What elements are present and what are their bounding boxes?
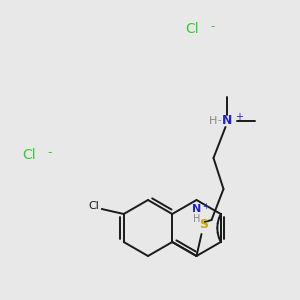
Text: -: - [218, 115, 221, 125]
Text: Cl: Cl [22, 148, 36, 162]
Text: H: H [209, 116, 218, 126]
Text: +: + [202, 202, 209, 211]
Text: Cl: Cl [88, 201, 99, 211]
Text: -: - [207, 20, 215, 33]
Text: H: H [193, 214, 200, 224]
Text: N: N [222, 115, 233, 128]
Text: N: N [192, 204, 201, 214]
Text: Cl: Cl [185, 22, 199, 36]
Text: +: + [236, 112, 244, 122]
Text: -: - [44, 146, 52, 159]
Text: S: S [199, 218, 208, 232]
